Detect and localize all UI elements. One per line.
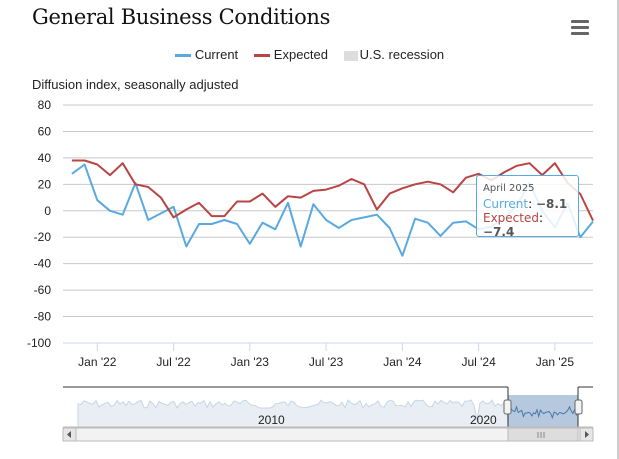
tooltip-expected-label: Expected xyxy=(483,211,539,225)
x-tick-label: Jul '22 xyxy=(156,355,191,369)
navigator-label: 2020 xyxy=(470,413,497,427)
current-swatch-icon xyxy=(174,54,191,58)
x-tick-label: Jan '22 xyxy=(78,355,117,369)
tooltip-current-label: Current xyxy=(483,197,529,211)
y-tick-label: -60 xyxy=(34,283,52,297)
scrollbar[interactable] xyxy=(62,427,594,442)
legend-label: Expected xyxy=(273,47,328,62)
tooltip-date: April 2025 xyxy=(483,183,535,194)
scrollbar-thumb[interactable] xyxy=(507,427,579,442)
navigator-selected-range[interactable] xyxy=(508,395,578,427)
y-tick-label: -80 xyxy=(34,310,52,324)
navigator-label: 2010 xyxy=(258,413,285,427)
arrow-left-icon xyxy=(67,431,71,438)
navigator-series xyxy=(77,399,509,428)
grip-icon xyxy=(537,432,545,438)
chart-title: General Business Conditions xyxy=(32,5,331,29)
y-tick-label: -20 xyxy=(34,230,52,244)
x-tick-label: Jul '24 xyxy=(461,355,496,369)
tooltip-current-value: −8.1 xyxy=(535,197,568,211)
x-tick-label: Jan '25 xyxy=(536,355,575,369)
y-tick-label: 60 xyxy=(38,124,52,138)
legend-label: Current xyxy=(194,47,239,62)
navigator-left-handle[interactable] xyxy=(503,399,512,415)
legend-item-current[interactable]: Current xyxy=(174,47,239,62)
y-tick-label: -100 xyxy=(27,336,51,350)
y-tick-label: 20 xyxy=(38,177,52,191)
legend-label: U.S. recession xyxy=(359,47,445,62)
x-tick-label: Jul '23 xyxy=(309,355,344,369)
recession-swatch-icon xyxy=(343,50,358,61)
hamburger-menu-icon[interactable] xyxy=(571,20,589,36)
x-tick-label: Jan '24 xyxy=(383,355,422,369)
series-line-expected[interactable] xyxy=(71,159,594,222)
y-tick-label: 80 xyxy=(38,98,52,112)
y-tick-label: -40 xyxy=(34,257,52,271)
expected-swatch-icon xyxy=(253,54,270,58)
navigator[interactable]: 2010 2020 xyxy=(63,386,593,428)
y-axis-label: Diffusion index, seasonally adjusted xyxy=(32,77,239,92)
x-tick-label: Jan '23 xyxy=(231,355,270,369)
legend: Current Expected U.S. recession xyxy=(0,47,619,62)
legend-item-recession[interactable]: U.S. recession xyxy=(343,47,445,62)
y-tick-label: 0 xyxy=(44,204,51,218)
tooltip-expected-value: −7.4 xyxy=(483,225,515,239)
legend-item-expected[interactable]: Expected xyxy=(253,47,328,62)
arrow-right-icon xyxy=(585,431,589,438)
tooltip: April 2025 Current: −8.1 Expected: −7.4 xyxy=(476,175,579,239)
y-tick-label: 40 xyxy=(38,151,52,165)
navigator-right-handle[interactable] xyxy=(574,399,583,415)
